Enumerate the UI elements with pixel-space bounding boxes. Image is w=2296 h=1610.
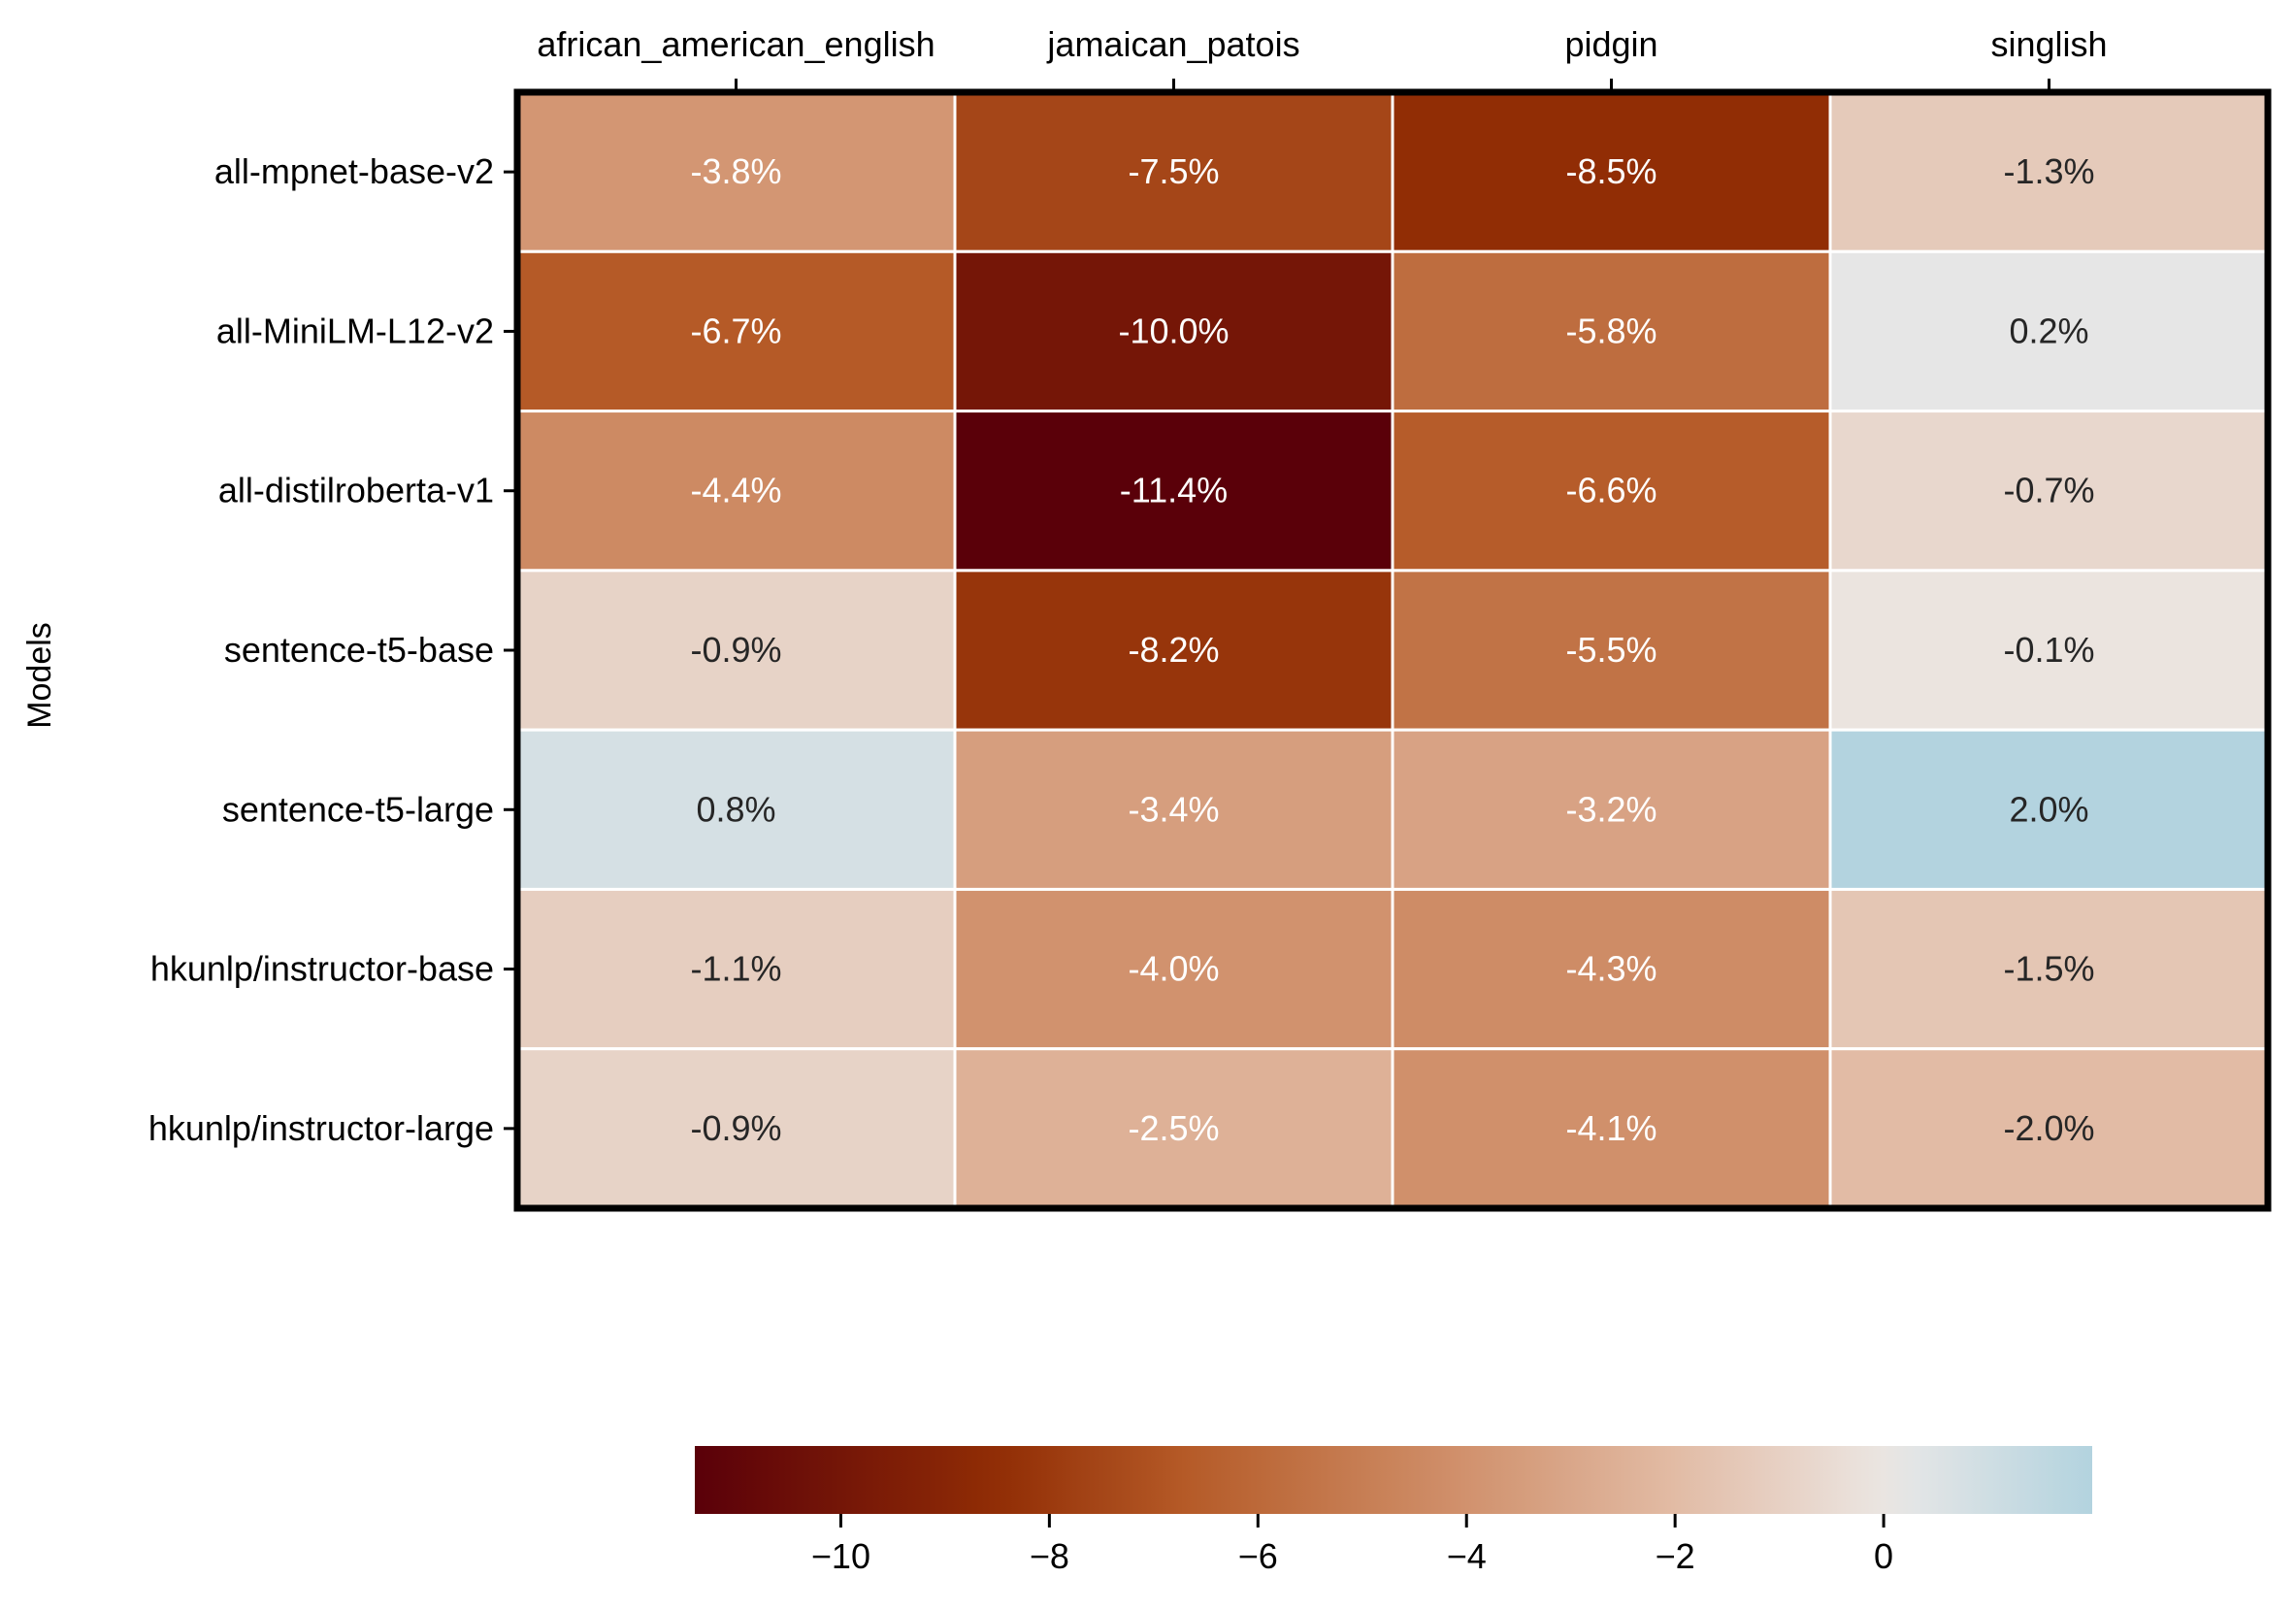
- heatmap-cell: [1828, 728, 2270, 891]
- heatmap-cell: [1391, 410, 1832, 573]
- colorbar-tick-label: −4: [1447, 1536, 1487, 1576]
- cell-value-label: -5.8%: [1565, 311, 1656, 350]
- heatmap-cell: [953, 728, 1394, 891]
- cell-value-label: -3.2%: [1565, 789, 1656, 829]
- plot-frame: [513, 88, 2272, 1212]
- cell-value-label: 0.8%: [696, 789, 775, 829]
- cell-value-label: -5.5%: [1565, 630, 1656, 670]
- cell-value-label: -1.1%: [690, 949, 781, 989]
- heatmap-cell: [1391, 90, 1832, 253]
- cell-value-label: -2.0%: [2003, 1108, 2094, 1148]
- heatmap-cell: [1391, 887, 1832, 1051]
- cell-value-label: -0.9%: [690, 1108, 781, 1148]
- cell-value-label: -6.7%: [690, 311, 781, 350]
- cell-value-label: -0.1%: [2003, 630, 2094, 670]
- cell-value-label: 0.2%: [2009, 311, 2088, 350]
- heatmap-cell: [953, 249, 1394, 413]
- cell-value-label: -7.5%: [1128, 151, 1219, 191]
- colorbar-gradient: [695, 1446, 2092, 1514]
- heatmap-cell: [1828, 410, 2270, 573]
- heatmap-cells: -3.8% -7.5% -8.5% -1.3% -6.7% -10.0% -5.8% 0.2%…: [515, 90, 2270, 1210]
- cell-value-label: -1.3%: [2003, 151, 2094, 191]
- cell-value-label: -8.2%: [1128, 630, 1219, 670]
- row-label: all-MiniLM-L12-v2: [216, 311, 494, 350]
- heatmap-cell: [1391, 569, 1832, 732]
- cell-value-label: -0.9%: [690, 630, 781, 670]
- cell-value-label: -4.0%: [1128, 949, 1219, 989]
- cell-value-label: -4.4%: [690, 471, 781, 510]
- cell-value-label: -1.5%: [2003, 949, 2094, 989]
- cell-value-label: -4.1%: [1565, 1108, 1656, 1148]
- row-labels: all-mpnet-base-v2 all-MiniLM-L12-v2 all-di…: [148, 151, 517, 1148]
- heatmap-cell: [515, 887, 957, 1051]
- heatmap-cell: [515, 90, 957, 253]
- cell-value-label: -11.4%: [1120, 471, 1228, 510]
- heatmap-cell: [515, 410, 957, 573]
- y-axis-label: Models: [21, 622, 58, 729]
- row-label: sentence-t5-large: [222, 789, 494, 829]
- cell-value-label: -2.5%: [1128, 1108, 1219, 1148]
- heatmap-cell: [515, 569, 957, 732]
- colorbar: −10 −8 −6 −4 −2 0: [695, 1446, 2092, 1576]
- cell-value-label: -4.3%: [1565, 949, 1656, 989]
- cell-value-label: -8.5%: [1565, 151, 1656, 191]
- colorbar-tick-label: −10: [811, 1536, 870, 1576]
- cell-value-label: -6.6%: [1565, 471, 1656, 510]
- cell-value-label: -0.7%: [2003, 471, 2094, 510]
- row-label: all-distilroberta-v1: [218, 471, 494, 510]
- row-label: hkunlp/instructor-base: [150, 949, 494, 989]
- heatmap-cell: [953, 569, 1394, 732]
- heatmap-cell: [1828, 887, 2270, 1051]
- colorbar-tick-label: −2: [1656, 1536, 1695, 1576]
- cell-value-label: -3.4%: [1128, 789, 1219, 829]
- heatmap-cell: [515, 249, 957, 413]
- column-labels: african_american_english jamaican_patois p…: [537, 24, 2108, 92]
- row-label: hkunlp/instructor-large: [148, 1108, 494, 1148]
- heatmap-cell: [1828, 90, 2270, 253]
- colorbar-tick-label: −8: [1030, 1536, 1069, 1576]
- row-label: sentence-t5-base: [224, 630, 494, 670]
- colorbar-ticks: −10 −8 −6 −4 −2 0: [811, 1514, 1893, 1576]
- cell-value-label: -10.0%: [1118, 311, 1229, 350]
- heatmap-cell: [953, 410, 1394, 573]
- column-label: pidgin: [1564, 24, 1657, 64]
- heatmap-cell: [1391, 1047, 1832, 1210]
- row-label: all-mpnet-base-v2: [214, 151, 494, 191]
- cell-value-label: 2.0%: [2009, 789, 2088, 829]
- heatmap-cell: [953, 887, 1394, 1051]
- column-label: jamaican_patois: [1046, 24, 1299, 64]
- heatmap-cell: [1391, 249, 1832, 413]
- heatmap-cell: [1828, 569, 2270, 732]
- column-label: african_american_english: [537, 24, 935, 64]
- colorbar-tick-label: 0: [1874, 1536, 1893, 1576]
- heatmap-cell: [1391, 728, 1832, 891]
- cell-value-label: -3.8%: [690, 151, 781, 191]
- column-label: singlish: [1990, 24, 2107, 64]
- heatmap-cell: [953, 90, 1394, 253]
- colorbar-tick-label: −6: [1238, 1536, 1278, 1576]
